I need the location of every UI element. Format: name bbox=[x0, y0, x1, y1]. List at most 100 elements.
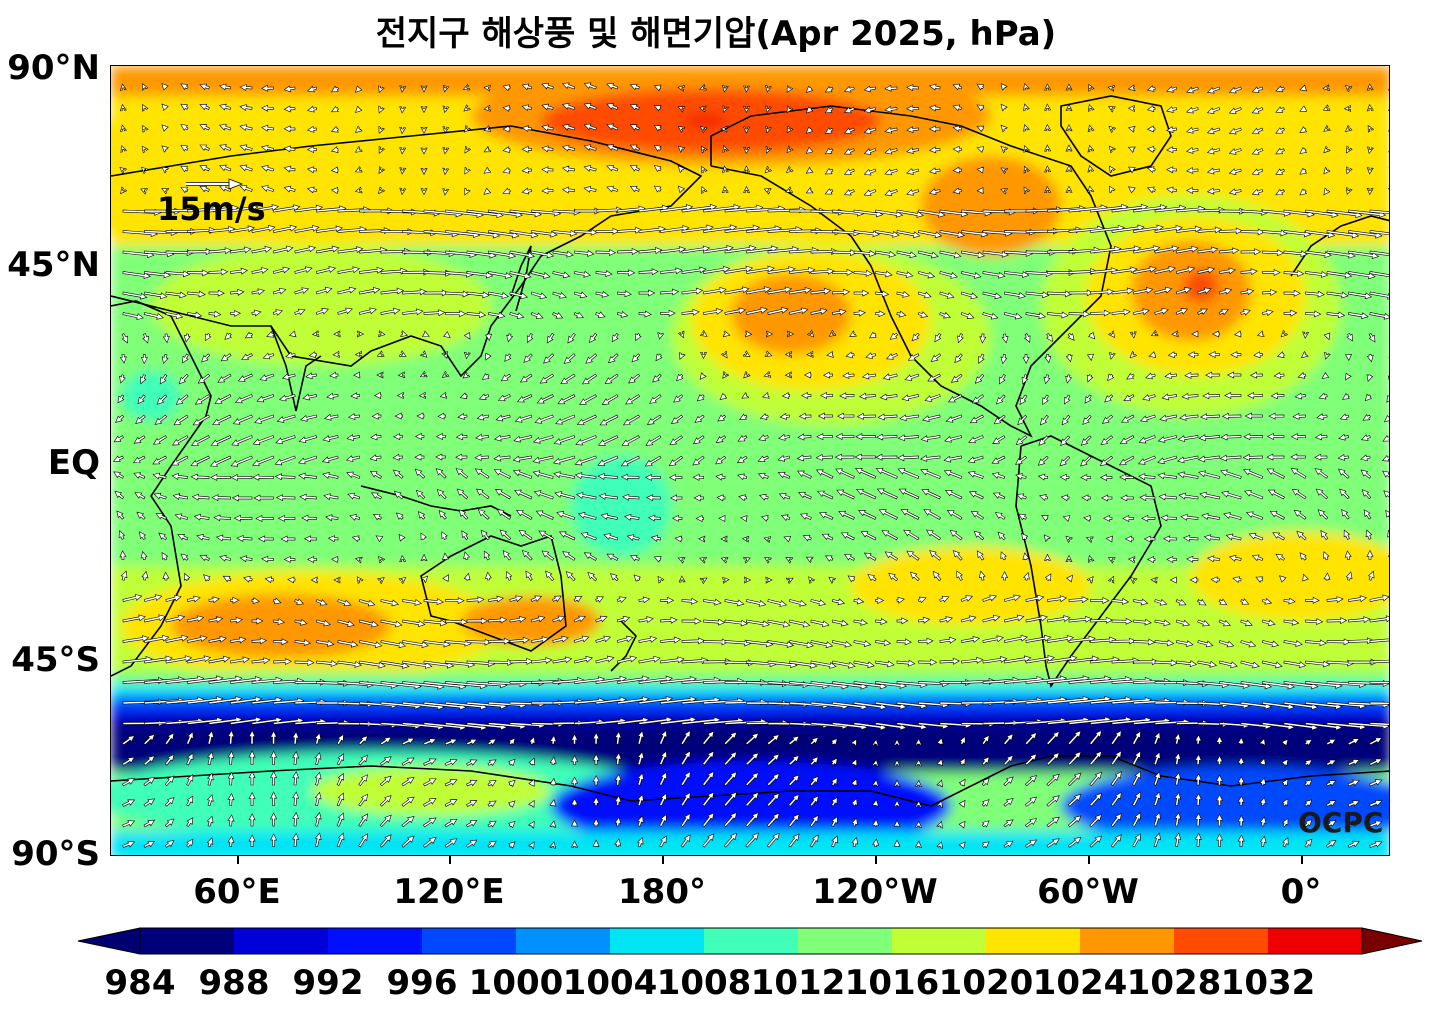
wind-vector bbox=[552, 615, 566, 623]
wind-vector bbox=[378, 555, 386, 564]
wind-vector bbox=[398, 350, 407, 357]
wind-vector bbox=[401, 816, 415, 828]
wind-vector bbox=[722, 576, 730, 584]
wind-vector bbox=[571, 733, 579, 745]
wind-vector bbox=[919, 454, 941, 462]
wind-vector bbox=[1089, 814, 1103, 828]
wind-vector bbox=[573, 655, 593, 664]
wind-vector bbox=[1283, 681, 1319, 690]
wind-vector bbox=[595, 655, 615, 664]
wind-vector bbox=[628, 373, 641, 384]
wind-vector bbox=[851, 797, 858, 807]
wind-vector bbox=[464, 166, 471, 175]
wind-vector bbox=[832, 288, 851, 296]
wind-vector bbox=[270, 812, 278, 827]
wind-vector bbox=[455, 468, 469, 479]
wind-vector bbox=[967, 455, 984, 464]
wind-vector bbox=[677, 165, 686, 173]
wind-vector bbox=[355, 125, 363, 133]
wind-vector bbox=[1003, 634, 1028, 643]
wind-vector bbox=[1047, 290, 1073, 298]
wind-vector bbox=[1166, 85, 1178, 93]
wind-vector bbox=[356, 576, 364, 584]
wind-vector bbox=[597, 455, 619, 466]
coast-africa bbox=[111, 300, 212, 677]
colorbar-underflow bbox=[77, 927, 141, 955]
wind-vector bbox=[660, 267, 683, 275]
wind-vector bbox=[1003, 291, 1026, 299]
colorbar-tick-label: 1000 bbox=[468, 963, 564, 1003]
wind-vector bbox=[777, 471, 791, 479]
wind-vector bbox=[1259, 777, 1267, 786]
wind-vector bbox=[1153, 791, 1161, 807]
wind-vector bbox=[1219, 207, 1247, 215]
wind-vector bbox=[122, 614, 146, 623]
wind-vector bbox=[839, 392, 855, 400]
wind-vector bbox=[358, 307, 377, 315]
wind-vector bbox=[1281, 817, 1289, 827]
wind-vector bbox=[617, 290, 632, 298]
wind-vector bbox=[177, 533, 189, 541]
wind-vector bbox=[693, 494, 704, 502]
wind-vector bbox=[292, 771, 300, 786]
wind-vector bbox=[831, 835, 838, 848]
lon-label-0: 60°E bbox=[193, 872, 281, 912]
wind-vector bbox=[300, 414, 318, 422]
wind-vector bbox=[222, 575, 232, 583]
wind-vector bbox=[495, 414, 511, 422]
wind-vector bbox=[897, 468, 920, 479]
colorbar bbox=[77, 927, 1423, 955]
wind-vector bbox=[575, 492, 597, 500]
reference-vector-label: 15m/s bbox=[157, 190, 266, 228]
wind-vector bbox=[297, 455, 318, 465]
wind-vector bbox=[1305, 618, 1324, 626]
wind-vector bbox=[1185, 186, 1199, 194]
wind-vector bbox=[886, 353, 898, 360]
wind-vector bbox=[1154, 639, 1175, 647]
wind-vector bbox=[896, 271, 914, 279]
wind-vector bbox=[574, 249, 595, 257]
wind-vector bbox=[561, 186, 575, 194]
wind-vector bbox=[724, 224, 761, 233]
wind-vector bbox=[1326, 250, 1356, 259]
wind-vector bbox=[251, 224, 276, 233]
lon-tick bbox=[1301, 856, 1303, 864]
wind-vector bbox=[1242, 468, 1264, 479]
wind-vector bbox=[809, 795, 819, 807]
wind-vector bbox=[832, 249, 858, 257]
wind-vector bbox=[637, 751, 645, 766]
wind-vector bbox=[1283, 640, 1303, 647]
wind-vector bbox=[1275, 127, 1285, 134]
wind-vector bbox=[660, 656, 685, 664]
wind-vector bbox=[1067, 772, 1082, 787]
wind-vector bbox=[936, 737, 944, 745]
colorbar-tick-label: 1016 bbox=[844, 963, 940, 1003]
wind-vector bbox=[561, 165, 576, 173]
wind-vector bbox=[283, 145, 296, 153]
wind-vector bbox=[229, 204, 259, 213]
wind-vector bbox=[380, 599, 400, 607]
wind-vector bbox=[859, 392, 876, 400]
wind-vector bbox=[487, 271, 513, 279]
wind-vector bbox=[677, 185, 686, 194]
wind-vector bbox=[1065, 353, 1073, 363]
wind-vector bbox=[1197, 455, 1220, 463]
wind-vector bbox=[863, 148, 877, 155]
wind-vector bbox=[1197, 206, 1226, 214]
wind-vector bbox=[549, 841, 557, 849]
wind-vector bbox=[574, 207, 602, 215]
wind-vector bbox=[796, 470, 812, 479]
wind-vector bbox=[745, 307, 768, 315]
wind-vector bbox=[270, 750, 278, 765]
wind-vector bbox=[1251, 168, 1264, 175]
wind-vector bbox=[400, 330, 408, 338]
wind-vector bbox=[483, 145, 492, 153]
wind-vector bbox=[1194, 812, 1202, 827]
wind-vector bbox=[816, 433, 833, 441]
wind-vector bbox=[294, 598, 305, 605]
wind-vector bbox=[805, 85, 814, 93]
wind-vector bbox=[875, 597, 885, 604]
wind-vector bbox=[821, 533, 834, 541]
wind-vector bbox=[532, 455, 554, 464]
wind-vector bbox=[1323, 332, 1331, 341]
